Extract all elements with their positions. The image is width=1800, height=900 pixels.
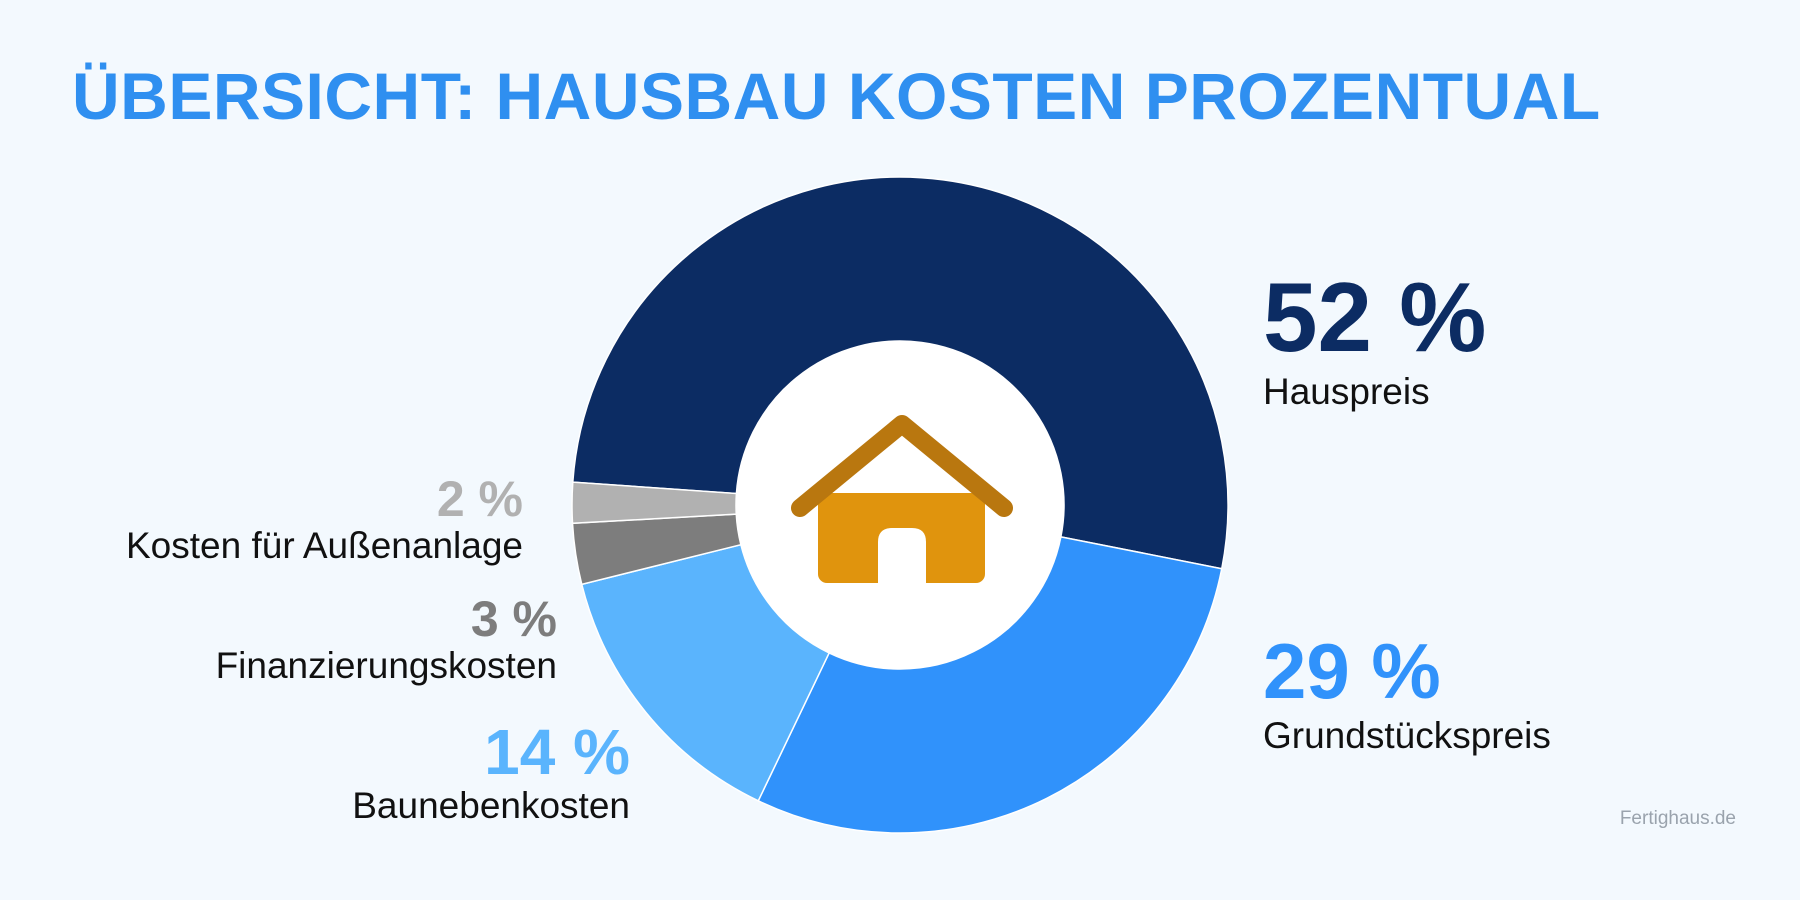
category-label-finanzierungskosten: Finanzierungskosten: [215, 645, 557, 686]
label-grundstueckspreis: 29 % Grundstückspreis: [1263, 632, 1551, 757]
category-label-hauspreis: Hauspreis: [1263, 371, 1430, 412]
value-label-grundstueckspreis: 29 %: [1263, 627, 1441, 715]
value-label-aussenanlage: 2 %: [436, 471, 523, 527]
value-label-hauspreis: 52 %: [1263, 262, 1487, 372]
donut-slices: [571, 176, 1229, 834]
value-label-finanzierungskosten: 3 %: [470, 591, 557, 647]
chart-title: ÜBERSICHT: HAUSBAU KOSTEN PROZENTUAL: [72, 59, 1601, 133]
category-label-grundstueckspreis: Grundstückspreis: [1263, 715, 1551, 756]
house-icon: [791, 415, 1013, 583]
value-label-baunebenkosten: 14 %: [484, 716, 630, 788]
brand-watermark: Fertighaus.de: [1619, 808, 1736, 829]
label-hauspreis: 52 % Hauspreis: [1263, 268, 1486, 413]
label-finanzierungskosten: 3 % Finanzierungskosten: [216, 594, 557, 687]
category-label-aussenanlage: Kosten für Außenanlage: [125, 525, 523, 566]
label-baunebenkosten: 14 % Baunebenkosten: [352, 720, 630, 827]
label-aussenanlage: 2 % Kosten für Außenanlage: [126, 474, 523, 567]
category-label-baunebenkosten: Baunebenkosten: [352, 785, 630, 826]
